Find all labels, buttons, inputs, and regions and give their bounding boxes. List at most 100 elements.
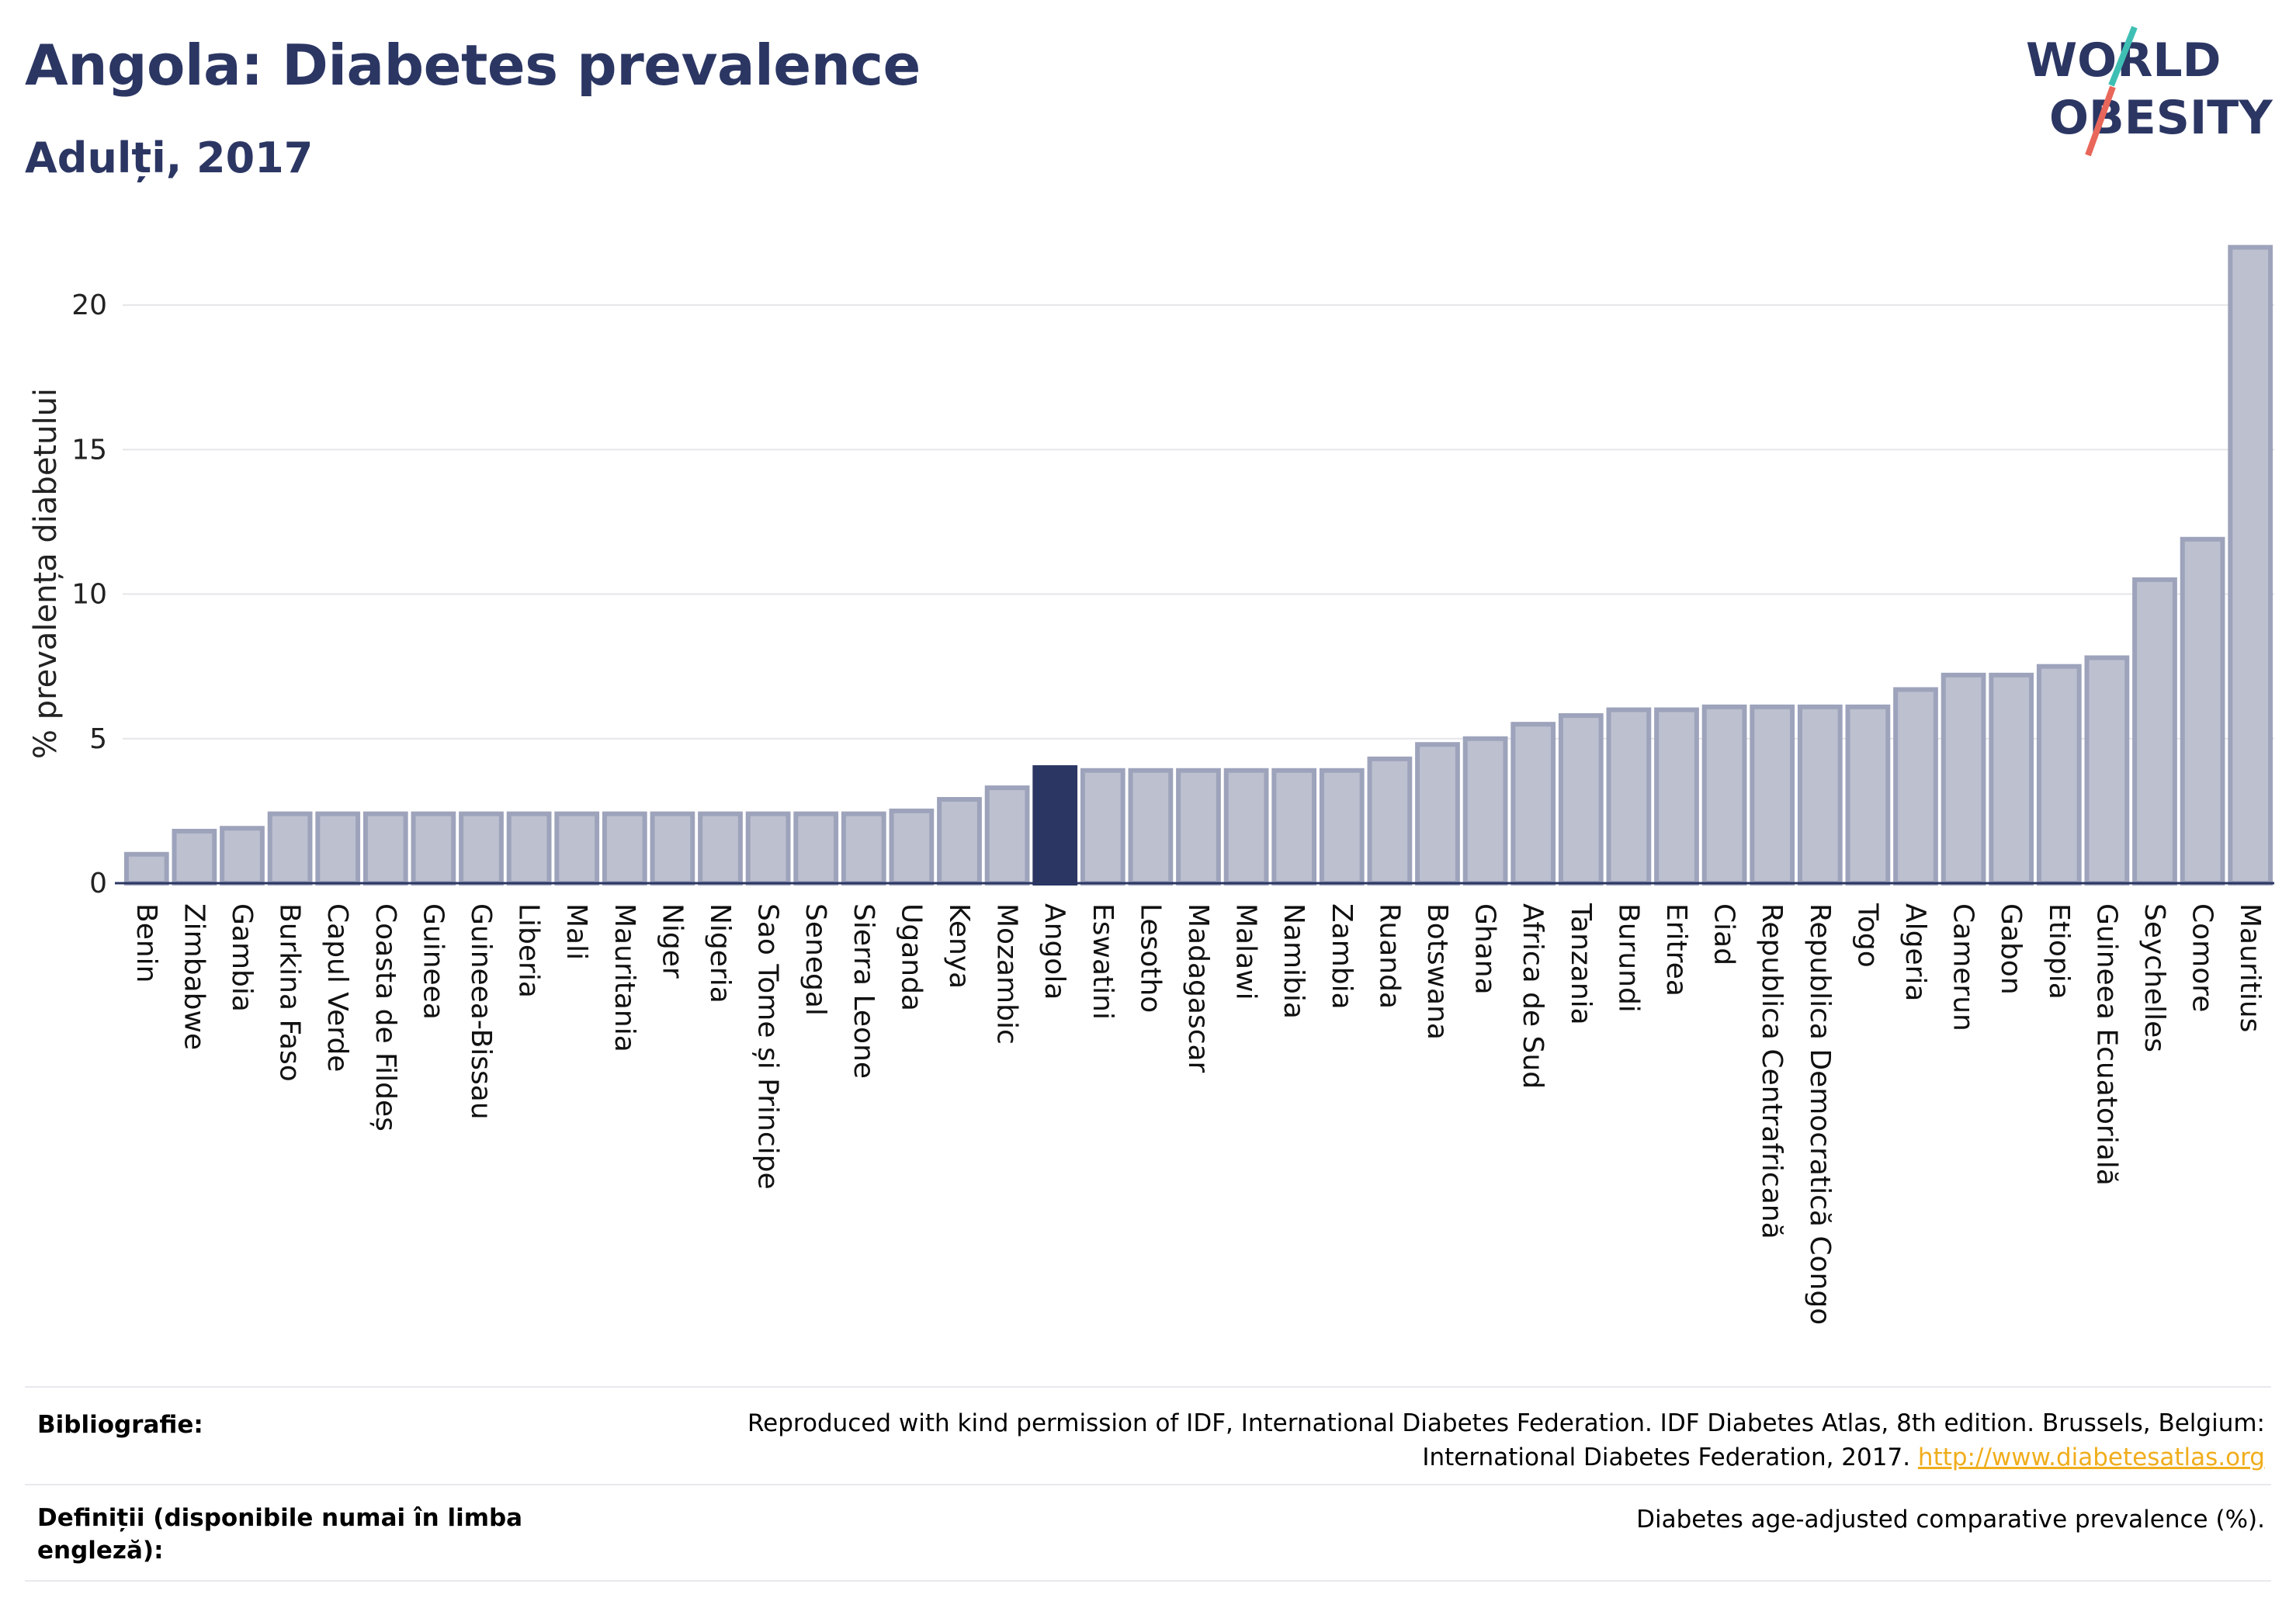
bar [650, 811, 695, 886]
x-tick-label: Kenya [943, 903, 975, 989]
definitions-label-line-1: Definiții (disponibile numai în limba [37, 1504, 523, 1532]
bar [1271, 768, 1317, 886]
bar [362, 811, 408, 886]
x-tick-label: Seychelles [2138, 903, 2170, 1052]
x-tick-label: Uganda [895, 903, 927, 1011]
bar [793, 811, 839, 886]
bar [841, 811, 886, 886]
bar [1558, 712, 1604, 886]
x-tick-label: Guineea-Bissau [465, 903, 497, 1120]
x-tick-label: Comore [2187, 903, 2218, 1012]
x-tick-label: Benin [130, 903, 162, 983]
x-tick-label: Republica Democratică Congo [1804, 903, 1836, 1325]
x-tick-label: Togo [1851, 903, 1883, 968]
x-tick-label: Nigeria [704, 903, 736, 1003]
bar [1223, 768, 1269, 886]
x-tick-label: Madagascar [1182, 903, 1214, 1073]
bar [1797, 704, 1843, 886]
x-tick-label: Gambia [226, 903, 258, 1012]
x-tick-label: Burkina Faso [274, 903, 306, 1082]
bar [2084, 655, 2130, 886]
bar [602, 811, 647, 886]
bar [1654, 707, 1699, 886]
bar [554, 811, 600, 886]
x-tick-label: Botswana [1421, 903, 1453, 1040]
x-tick-label: Mauritania [609, 903, 640, 1052]
bar [1032, 765, 1078, 886]
bibliography-text-line-2: International Diabetes Federation, 2017.… [747, 1440, 2265, 1475]
x-tick-label: Africa de Sud [1517, 903, 1549, 1089]
x-tick-label: Gabon [1995, 903, 2027, 995]
bar [1606, 707, 1652, 886]
bar [1415, 742, 1460, 886]
bar [2132, 577, 2177, 886]
bar [411, 811, 456, 886]
bar [2228, 244, 2273, 886]
bar [984, 785, 1030, 886]
x-tick-label: Algeria [1899, 903, 1931, 1002]
bar [1845, 704, 1891, 886]
bibliography-label: Bibliografie: [37, 1411, 203, 1439]
bar [1462, 736, 1508, 886]
footer-divider-bottom [25, 1580, 2271, 1582]
bar [1080, 768, 1125, 886]
logo-slash-bottom [2085, 85, 2116, 157]
x-tick-label: Namibia [1278, 903, 1309, 1019]
logo-slash-top [2108, 26, 2138, 87]
x-tick-label: Zambia [1326, 903, 1358, 1010]
x-tick-label: Sierra Leone [848, 903, 879, 1079]
definitions-text: Diabetes age-adjusted comparative preval… [1636, 1506, 2265, 1534]
y-tick-label: 5 [89, 723, 107, 755]
x-tick-label: Sao Tome și Principe [752, 903, 784, 1190]
y-tick-label: 10 [71, 579, 107, 611]
bibliography-text-line-2-text: International Diabetes Federation, 2017. [1422, 1444, 1911, 1471]
bar [1701, 704, 1747, 886]
bar [698, 811, 743, 886]
x-tick-label: Senegal [799, 903, 831, 1016]
x-tick-label: Mali [560, 903, 592, 960]
x-tick-label: Guineea [417, 903, 449, 1020]
bar [1367, 756, 1413, 886]
x-tick-label: Niger [656, 903, 688, 979]
x-tick-label: Eswatini [1087, 903, 1119, 1020]
page-title: Angola: Diabetes prevalence [25, 33, 921, 98]
bibliography-text-line-1: Reproduced with kind permission of IDF, … [747, 1409, 2265, 1437]
x-tick-label: Zimbabwe [178, 903, 210, 1050]
x-tick-label: Mauritius [2234, 903, 2266, 1032]
footer-divider-top [25, 1386, 2271, 1388]
x-tick-label: Ruanda [1373, 903, 1405, 1009]
x-tick-label: Liberia [513, 903, 545, 998]
bar [937, 796, 982, 886]
logo-line-2: OBESITY [2049, 91, 2273, 145]
bibliography-link[interactable]: http://www.diabetesatlas.org [1917, 1444, 2265, 1471]
bar [172, 828, 217, 886]
bar [889, 808, 935, 886]
bar [1941, 672, 1986, 886]
bar [123, 851, 169, 886]
x-tick-label: Malawi [1230, 903, 1262, 1000]
bar [2036, 664, 2082, 886]
world-obesity-logo: WORLD OBESITY [2026, 26, 2273, 157]
y-tick-label: 20 [71, 289, 107, 321]
definitions-label: Definiții (disponibile numai în limba en… [37, 1502, 522, 1567]
x-tick-label: Burundi [1612, 903, 1644, 1013]
y-tick-label: 0 [89, 868, 107, 899]
bar [315, 811, 361, 886]
bar [1176, 768, 1221, 886]
bar-chart: 0 5 10 15 20 % prevalența diabetului Benin Zimb… [28, 244, 2274, 1325]
bar [1510, 722, 1556, 886]
bar [506, 811, 552, 886]
x-tick-label: Capul Verde [321, 903, 353, 1072]
bibliography-text: Reproduced with kind permission of IDF, … [747, 1406, 2265, 1475]
x-tick-label: Mozambic [991, 903, 1023, 1045]
bar [1989, 672, 2034, 886]
y-axis-label: % prevalența diabetului [28, 388, 64, 759]
x-tick-label: Lesotho [1134, 903, 1166, 1013]
x-tick-label: Tanzania [1565, 903, 1597, 1025]
x-tick-label: Ghana [1469, 903, 1501, 995]
bar [267, 811, 313, 886]
x-tick-label: Coasta de Fildeș [369, 903, 401, 1132]
bar [1128, 768, 1174, 886]
x-tick-label: Angola [1039, 903, 1070, 1000]
y-tick-label: 15 [71, 434, 107, 466]
